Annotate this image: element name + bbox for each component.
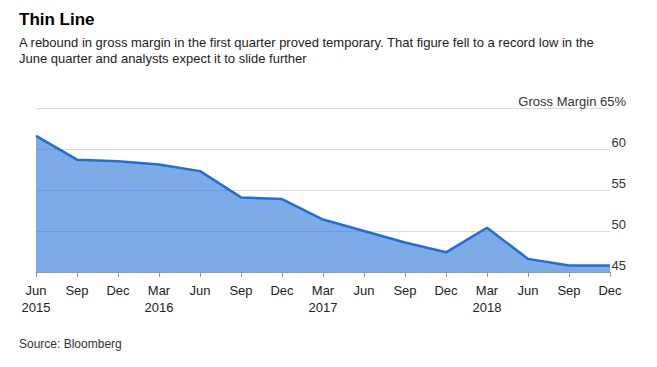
svg-text:2017: 2017 [309, 300, 338, 315]
svg-text:50: 50 [612, 217, 626, 232]
svg-text:Jun: Jun [518, 283, 539, 298]
svg-text:Dec: Dec [270, 283, 294, 298]
svg-text:45: 45 [612, 258, 626, 273]
svg-text:2018: 2018 [473, 300, 502, 315]
svg-text:Dec: Dec [434, 283, 458, 298]
svg-text:Source: Bloomberg: Source: Bloomberg [19, 337, 122, 351]
svg-text:Sep: Sep [229, 283, 252, 298]
svg-text:A rebound in gross margin in t: A rebound in gross margin in the first q… [19, 35, 597, 50]
svg-text:Mar: Mar [312, 283, 335, 298]
svg-text:Dec: Dec [598, 283, 622, 298]
svg-text:Jun: Jun [354, 283, 375, 298]
svg-text:Sep: Sep [65, 283, 88, 298]
svg-text:Sep: Sep [557, 283, 580, 298]
svg-text:June quarter and analysts expe: June quarter and analysts expect it to s… [19, 51, 307, 66]
svg-text:Mar: Mar [148, 283, 171, 298]
svg-text:Jun: Jun [26, 283, 47, 298]
svg-text:Jun: Jun [190, 283, 211, 298]
svg-text:Dec: Dec [106, 283, 130, 298]
svg-text:55: 55 [612, 176, 626, 191]
svg-text:2016: 2016 [145, 300, 174, 315]
svg-text:60: 60 [612, 135, 626, 150]
svg-text:Sep: Sep [393, 283, 416, 298]
svg-text:2015: 2015 [22, 300, 51, 315]
svg-text:Mar: Mar [476, 283, 499, 298]
svg-text:Gross Margin 65%: Gross Margin 65% [518, 94, 626, 109]
svg-text:Thin Line: Thin Line [19, 10, 95, 29]
